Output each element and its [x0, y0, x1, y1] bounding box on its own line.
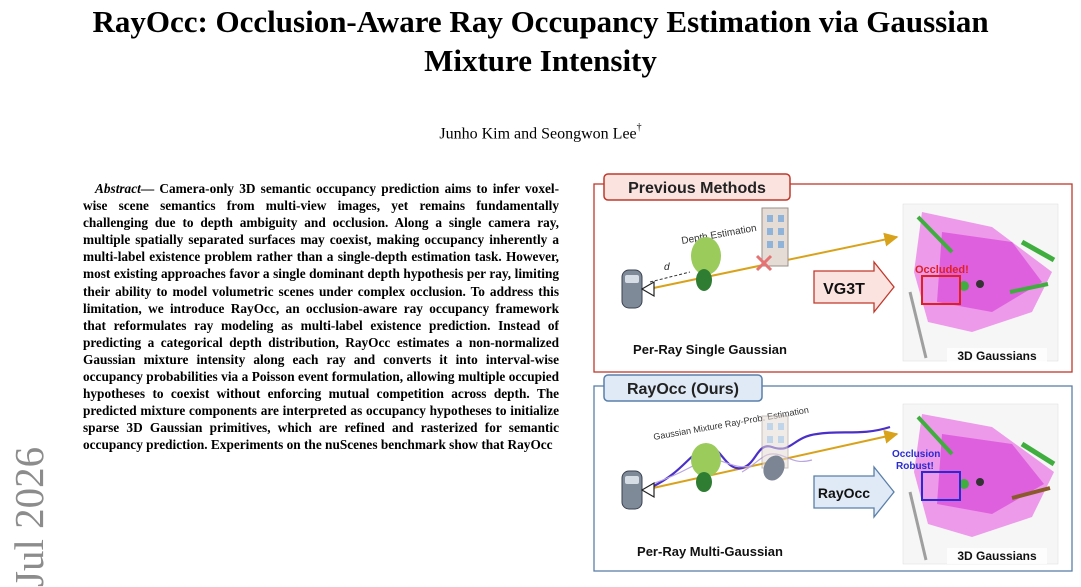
depth-distance-label: d: [664, 262, 670, 273]
rayocc-arrow: [813, 465, 895, 519]
robust-box: [921, 471, 961, 501]
rayocc-panel: RayOcc (Ours) Gaussian Mixture Ray-Prob.…: [593, 374, 1073, 572]
abstract-text: Camera-only 3D semantic occupancy predic…: [83, 181, 559, 453]
paper-title-line-2: Mixture Intensity: [424, 43, 657, 78]
previous-header: Previous Methods: [628, 180, 766, 197]
multi-gaussian-caption: Per-Ray Multi-Gaussian: [637, 544, 783, 559]
abstract-dash: —: [140, 181, 155, 196]
author-mark: †: [636, 122, 642, 133]
watermark-date: Jul 2026: [6, 446, 52, 587]
previous-header-box: [603, 173, 791, 201]
robust-callout-line-2: Robust!: [896, 461, 934, 472]
rayocc-header-box: [603, 374, 763, 402]
teaser-figure: Previous Methods Depth Estimation d: [592, 172, 1076, 572]
author-line: Junho Kim and Seongwon Lee†: [0, 120, 1081, 144]
vg3t-label: VG3T: [823, 281, 865, 298]
abstract: Abstract— Camera-only 3D semantic occupa…: [83, 180, 559, 587]
building-icon: [761, 207, 789, 267]
previous-methods-panel: Previous Methods Depth Estimation d: [593, 173, 1073, 373]
gaussians-label-top: 3D Gaussians: [957, 349, 1037, 363]
paper-title: RayOcc: Occlusion-Aware Ray Occupancy Es…: [0, 2, 1081, 80]
teaser-figure-svg: Previous Methods Depth Estimation d: [593, 173, 1073, 572]
author-names: Junho Kim and Seongwon Lee: [439, 125, 637, 143]
gaussians-label-bottom: 3D Gaussians: [957, 549, 1037, 563]
cross-icon: [755, 254, 773, 272]
car-icon-ours: [621, 470, 655, 510]
arxiv-watermark: Jul 2026: [4, 425, 58, 587]
paper-title-line-1: RayOcc: Occlusion-Aware Ray Occupancy Es…: [92, 4, 989, 39]
car-icon: [621, 269, 655, 309]
depth-distance-line: [649, 271, 691, 283]
gaussians-label-bg-top: [947, 348, 1047, 364]
gaussian-ellipsoid-icon: [763, 455, 785, 481]
point-cloud-top: [902, 203, 1059, 362]
single-gaussian-caption: Per-Ray Single Gaussian: [633, 342, 787, 357]
tree-icon-ours: [691, 443, 721, 492]
robust-callout-line-1: Occlusion: [892, 449, 940, 460]
occluded-box: [921, 275, 961, 305]
tree-icon: [691, 237, 721, 291]
vg3t-arrow: [813, 260, 895, 314]
occluded-callout: Occluded!: [915, 264, 969, 276]
abstract-label: Abstract: [95, 181, 141, 196]
rayocc-arrow-label: RayOcc: [818, 485, 870, 501]
point-cloud-bottom: [902, 403, 1059, 565]
gaussians-label-bg-bottom: [947, 548, 1047, 564]
rayocc-header: RayOcc (Ours): [627, 381, 739, 398]
